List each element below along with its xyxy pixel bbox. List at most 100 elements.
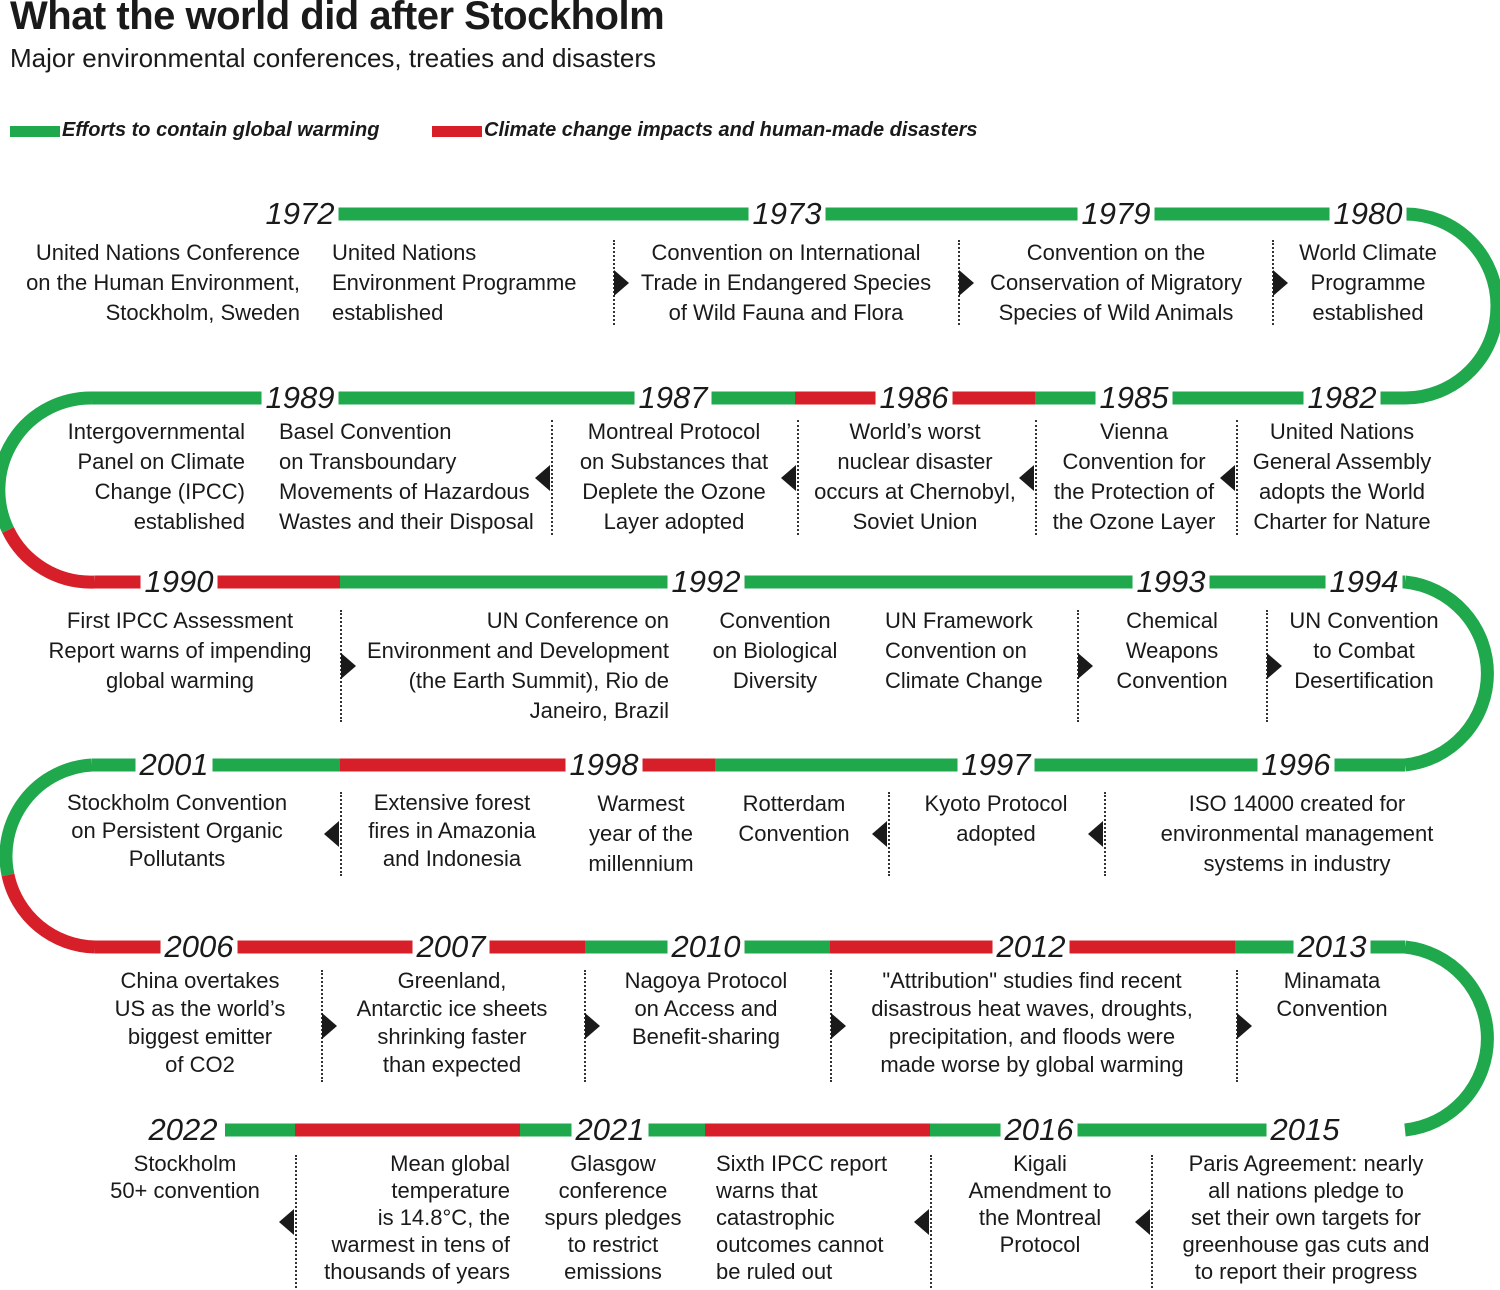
event-text-1986-impact: World’s worst nuclear disaster occurs at C…: [814, 419, 1016, 534]
event-text-1997-effort: Kyoto Protocol adopted: [924, 791, 1068, 846]
separator-dotted: [797, 420, 799, 535]
year-label-2021: 2021: [571, 1113, 649, 1147]
timeline-curve: [0, 391, 93, 533]
event-text-2001-impact: Extensive forest fires in Amazonia and Ind…: [368, 790, 536, 871]
arrow-right-icon: [959, 269, 974, 296]
event-text-1990-impact: First IPCC Assessment Report warns of imp…: [48, 608, 312, 693]
event-text-1985-effort: Vienna Convention for the Protection of the…: [1052, 419, 1216, 534]
timeline-curve: [1404, 575, 1494, 772]
event-text-1998-impact: Warmest year of the millennium: [588, 791, 694, 876]
arrow-right-icon: [1273, 269, 1288, 296]
arrow-right-icon: [341, 653, 356, 679]
year-label-2022: 2022: [144, 1113, 222, 1147]
arrow-right-icon: [585, 1013, 600, 1039]
year-label-1990: 1990: [140, 565, 218, 599]
year-label-1986: 1986: [875, 381, 953, 415]
year-label-2015: 2015: [1266, 1113, 1344, 1147]
year-label-2016: 2016: [1000, 1113, 1078, 1147]
year-label-1997: 1997: [957, 748, 1035, 782]
legend-swatch-impact: [432, 126, 482, 137]
page-title: What the world did after Stockholm: [10, 0, 665, 38]
year-label-1973: 1973: [748, 197, 826, 231]
event-text-1989-effort: Basel Convention on Transboundary Movement…: [279, 419, 534, 534]
event-text-2021-impact: Sixth IPCC report warns that catastrophic o…: [716, 1151, 888, 1284]
year-label-2007: 2007: [412, 930, 490, 964]
year-label-2001: 2001: [135, 748, 213, 782]
legend-label-impact: Climate change impacts and human-made di…: [484, 119, 978, 141]
arrow-right-icon: [1237, 1013, 1252, 1039]
separator-dotted: [551, 420, 553, 535]
event-text-1973-effort: Convention on International Trade in Enda…: [640, 240, 932, 325]
arrow-right-icon: [614, 269, 629, 296]
event-text-1972-effort: United Nations Conference on the Human En…: [26, 240, 300, 325]
separator-dotted: [295, 1155, 297, 1288]
event-text-1972-effort: United Nations Environment Programme estab…: [332, 240, 577, 325]
year-label-1987: 1987: [634, 381, 712, 415]
event-text-1982-effort: United Nations General Assembly adopts the…: [1252, 419, 1432, 534]
event-text-1979-effort: Convention on the Conservation of Migrato…: [990, 240, 1242, 325]
year-label-1998: 1998: [565, 748, 643, 782]
arrow-left-icon: [1019, 464, 1034, 491]
legend-swatch-effort: [10, 126, 60, 137]
year-label-1996: 1996: [1257, 748, 1335, 782]
separator-dotted: [888, 792, 890, 876]
arrow-left-icon: [781, 464, 796, 491]
year-label-2013: 2013: [1293, 930, 1371, 964]
year-label-1989: 1989: [261, 381, 339, 415]
separator-dotted: [1236, 420, 1238, 535]
arrow-left-icon: [1088, 821, 1103, 847]
separator-dotted: [1104, 792, 1106, 876]
timeline-curve: [2, 527, 96, 589]
event-text-2001-effort: Stockholm Convention on Persistent Organi…: [66, 790, 288, 871]
separator-dotted: [1035, 420, 1037, 535]
arrow-left-icon: [1220, 464, 1235, 491]
arrow-left-icon: [279, 1208, 294, 1235]
event-text-2013-effort: Minamata Convention: [1276, 968, 1388, 1021]
year-label-1982: 1982: [1303, 381, 1381, 415]
separator-dotted: [1151, 1155, 1153, 1288]
arrow-right-icon: [1267, 653, 1282, 679]
event-text-1998-effort: Rotterdam Convention: [738, 791, 850, 846]
timeline-curve: [0, 758, 93, 877]
event-text-2010-effort: Nagoya Protocol on Access and Benefit-shar…: [624, 968, 788, 1049]
year-label-1980: 1980: [1329, 197, 1407, 231]
arrow-left-icon: [1135, 1208, 1150, 1235]
event-text-2015-effort: Paris Agreement: nearly all nations pledg…: [1182, 1151, 1430, 1284]
event-text-2022-effort: Stockholm 50+ convention: [110, 1151, 260, 1203]
legend-label-effort: Efforts to contain global warming: [62, 119, 380, 141]
arrow-left-icon: [872, 821, 887, 847]
event-text-1992-effort: Convention on Biological Diversity: [712, 608, 838, 693]
arrow-left-icon: [324, 821, 339, 847]
event-text-2021-effort: Glasgow conference spurs pledges to restric…: [544, 1151, 682, 1284]
event-text-1993-effort: Chemical Weapons Convention: [1116, 608, 1228, 693]
event-text-1992-effort: UN Conference on Environment and Developm…: [366, 608, 669, 723]
event-text-1989-effort: Intergovernmental Panel on Climate Change …: [67, 419, 245, 534]
year-label-2010: 2010: [667, 930, 745, 964]
event-text-1987-effort: Montreal Protocol on Substances that Deple…: [579, 419, 769, 534]
arrow-right-icon: [831, 1013, 846, 1039]
event-text-1992-effort: UN Framework Convention on Climate Change: [885, 608, 1043, 693]
event-text-2021-impact: Mean global temperature is 14.8°C, the warm…: [324, 1151, 510, 1284]
year-label-1994: 1994: [1325, 565, 1403, 599]
year-label-2012: 2012: [992, 930, 1070, 964]
event-text-2007-impact: Greenland, Antarctic ice sheets shrinking …: [356, 968, 548, 1077]
arrow-left-icon: [535, 464, 550, 491]
event-text-2012-impact: "Attribution" studies find recent disastr…: [871, 968, 1193, 1077]
arrow-left-icon: [914, 1208, 929, 1235]
year-label-1993: 1993: [1132, 565, 1210, 599]
separator-dotted: [930, 1155, 932, 1288]
page-subtitle: Major environmental conferences, treatie…: [10, 43, 656, 73]
year-label-1972: 1972: [261, 197, 339, 231]
year-label-1992: 1992: [667, 565, 745, 599]
event-text-2016-effort: Kigali Amendment to the Montreal Protocol: [968, 1151, 1112, 1257]
year-label-1985: 1985: [1095, 381, 1173, 415]
arrow-right-icon: [1078, 653, 1093, 679]
arrow-right-icon: [322, 1013, 337, 1039]
event-text-2006-impact: China overtakes US as the world’s biggest …: [114, 968, 286, 1077]
event-text-1994-effort: UN Convention to Combat Desertification: [1289, 608, 1439, 693]
year-label-2006: 2006: [160, 930, 238, 964]
timeline-curve: [1404, 940, 1494, 1137]
event-text-1996-effort: ISO 14000 created for environmental manag…: [1160, 791, 1434, 876]
timeline-curve: [1404, 207, 1500, 405]
year-label-1979: 1979: [1077, 197, 1155, 231]
